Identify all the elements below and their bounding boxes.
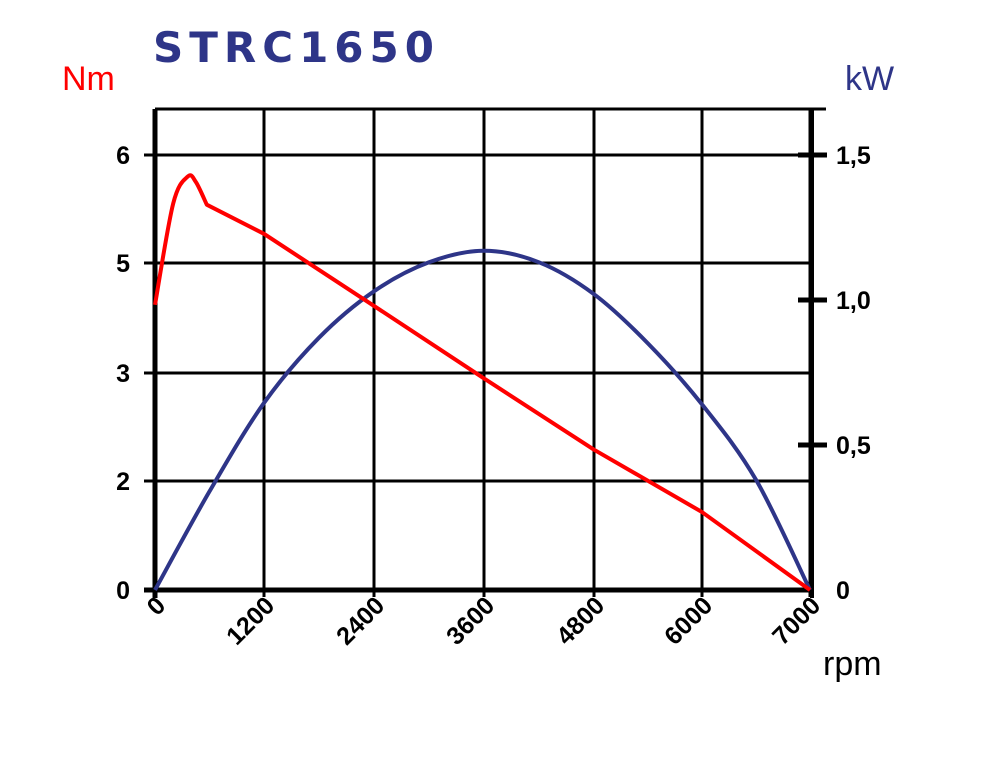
chart-title: STRC1650 — [153, 23, 440, 72]
x-tick-label: 3600 — [441, 591, 500, 650]
x-tick-label: 4800 — [551, 591, 610, 650]
right-tick-label: 0 — [836, 577, 850, 605]
right-tick-label: 0,5 — [836, 432, 871, 460]
torque-curve — [153, 173, 812, 592]
right-axis-label: kW — [845, 60, 894, 98]
left-tick-label: 2 — [116, 468, 130, 496]
left-tick-label: 5 — [116, 250, 130, 278]
left-tick-label: 0 — [116, 577, 130, 605]
x-tick-label: 7000 — [767, 591, 826, 650]
left-tick-label: 6 — [116, 142, 130, 170]
power-curve — [153, 248, 812, 591]
x-tick-label: 6000 — [659, 591, 718, 650]
x-tick-label: 1200 — [221, 591, 280, 650]
x-tick-label: 2400 — [331, 591, 390, 650]
right-tick-label: 1,0 — [836, 287, 871, 315]
right-tick-label: 1,5 — [836, 142, 871, 170]
x-axis-label: rpm — [823, 645, 882, 683]
left-axis-label: Nm — [62, 60, 115, 98]
left-tick-label: 3 — [116, 360, 130, 388]
